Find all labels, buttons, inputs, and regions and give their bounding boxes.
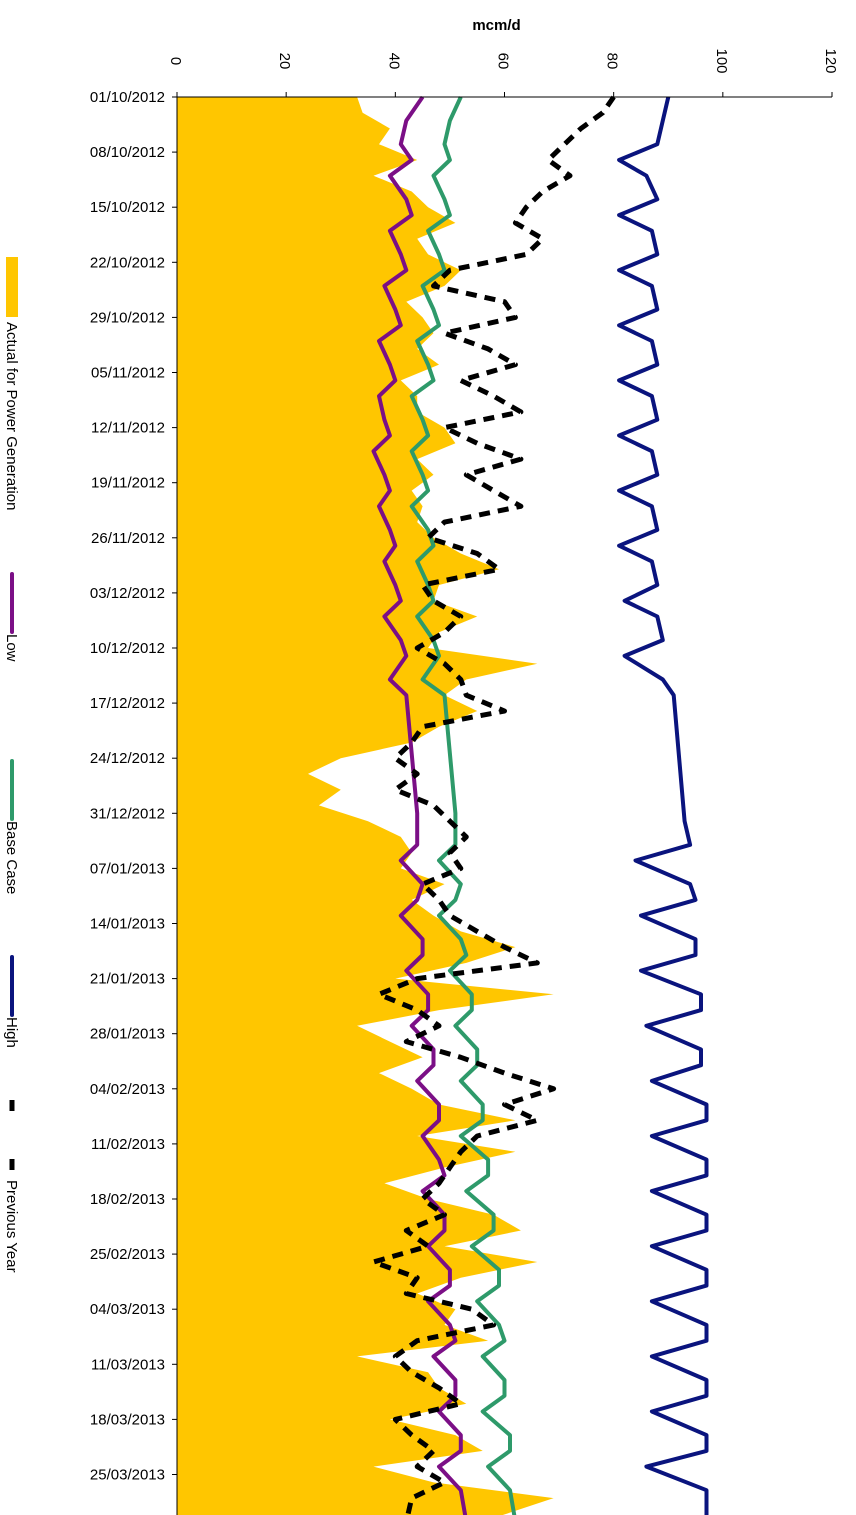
actual-area (177, 97, 554, 1515)
date-tick-label: 01/10/2012 (90, 89, 165, 106)
date-tick-label: 31/12/2012 (90, 805, 165, 822)
value-tick-label: 120 (822, 48, 839, 73)
date-tick-label: 15/10/2012 (90, 199, 165, 216)
low-line (371, 95, 468, 1515)
legend: Actual for Power Generation Low Base Case H… (3, 257, 20, 1273)
legend-item-actual: Actual for Power Generation (3, 257, 20, 510)
legend-label: Base Case (3, 821, 20, 894)
date-tick-label: 21/01/2013 (90, 971, 165, 988)
date-axis-ticks: 01/10/2012 08/10/2012 15/10/2012 22/10/2012… (90, 89, 177, 1483)
legend-label: High (3, 1017, 20, 1048)
date-tick-label: 10/12/2012 (90, 640, 165, 657)
plot-area (177, 95, 709, 1515)
date-tick-label: 11/03/2013 (91, 1356, 165, 1373)
value-tick-label: 60 (495, 53, 512, 70)
legend-swatch (6, 257, 18, 317)
value-tick-label: 20 (276, 53, 293, 70)
legend-label: Low (3, 634, 20, 662)
date-tick-label: 25/03/2013 (90, 1466, 165, 1483)
legend-item-previous: Previous Year (3, 1100, 20, 1273)
date-tick-label: 04/03/2013 (90, 1301, 165, 1318)
value-axis-ticks: 0 20 40 60 80 100 120 (167, 48, 839, 97)
date-tick-label: 25/02/2013 (90, 1246, 165, 1263)
legend-label: Previous Year (3, 1180, 20, 1273)
date-tick-label: 18/02/2013 (90, 1191, 165, 1208)
date-tick-label: 22/10/2012 (90, 254, 165, 271)
base-case-line (409, 96, 517, 1515)
date-tick-label: 17/12/2012 (90, 695, 165, 712)
date-tick-label: 14/01/2013 (90, 915, 165, 932)
value-tick-label: 80 (604, 53, 621, 70)
date-tick-label: 08/10/2012 (90, 144, 165, 161)
date-tick-label: 24/12/2012 (90, 750, 165, 767)
value-tick-label: 100 (713, 48, 730, 73)
date-tick-label: 29/10/2012 (90, 309, 165, 326)
date-tick-label: 19/11/2012 (91, 475, 165, 492)
high-line (617, 96, 709, 1515)
legend-item-high: High (3, 955, 20, 1048)
date-tick-label: 26/11/2012 (91, 530, 165, 547)
value-tick-label: 40 (385, 53, 402, 70)
date-tick-label: 12/11/2012 (91, 420, 165, 437)
axes: 0 20 40 60 80 100 120 01/10/2012 08/10/2012 15/1… (90, 17, 839, 1515)
date-tick-label: 03/12/2012 (90, 585, 165, 602)
date-tick-label: 05/11/2012 (91, 364, 165, 381)
date-tick-label: 11/02/2013 (91, 1136, 165, 1153)
date-tick-label: 04/02/2013 (90, 1081, 165, 1098)
legend-label: Actual for Power Generation (3, 322, 20, 510)
date-tick-label: 18/03/2013 (90, 1411, 165, 1428)
date-tick-label: 28/01/2013 (90, 1026, 165, 1043)
legend-item-low: Low (3, 572, 20, 662)
value-axis-title: mcm/d (472, 17, 520, 34)
date-tick-label: 07/01/2013 (90, 860, 165, 877)
legend-item-base: Base Case (3, 759, 20, 894)
value-tick-label: 0 (167, 57, 184, 65)
previous-year-line (371, 95, 616, 1515)
